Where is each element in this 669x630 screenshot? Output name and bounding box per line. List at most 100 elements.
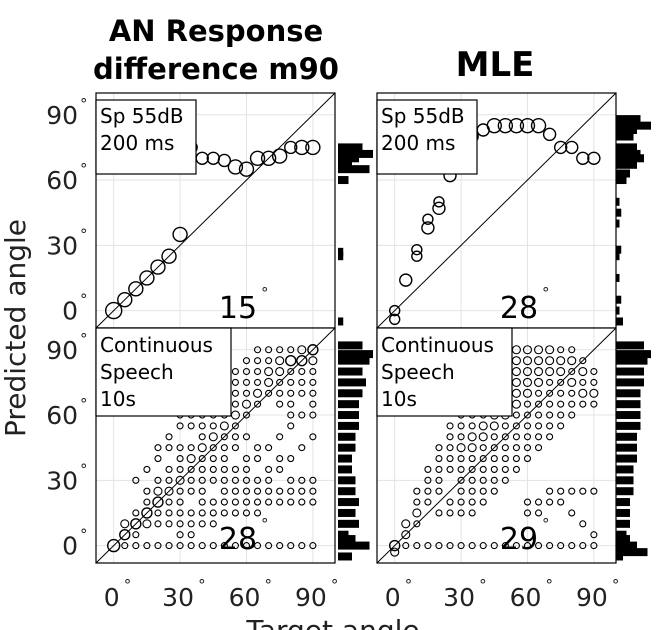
data-point <box>198 520 206 528</box>
data-point <box>568 400 576 408</box>
data-point <box>522 366 533 377</box>
data-point <box>152 496 164 508</box>
data-point <box>187 520 195 528</box>
histogram-bar <box>616 295 622 304</box>
data-point <box>411 243 423 256</box>
data-point <box>198 465 206 473</box>
data-point <box>486 117 502 134</box>
x-tick-label: 0 ° <box>385 576 412 612</box>
data-point <box>457 509 465 517</box>
data-point <box>219 421 229 431</box>
data-point <box>294 139 310 156</box>
data-point <box>534 400 543 408</box>
data-point <box>253 455 262 463</box>
data-point <box>276 542 284 550</box>
data-point <box>309 542 317 550</box>
x-tick-value: 0 <box>104 583 120 612</box>
condition-label: Sp 55dB 200 ms <box>381 104 465 155</box>
data-point <box>497 117 514 134</box>
data-point <box>209 465 217 473</box>
data-point <box>242 476 251 484</box>
data-point <box>523 444 532 452</box>
data-point <box>468 476 476 484</box>
degree-mark: ° <box>545 576 553 594</box>
x-tick-label: 30 ° <box>443 576 486 612</box>
data-point <box>242 487 251 495</box>
data-point <box>298 487 306 495</box>
data-point <box>198 433 206 441</box>
data-point <box>276 487 284 495</box>
data-point <box>242 455 251 463</box>
data-point <box>265 346 273 354</box>
data-point <box>165 433 173 441</box>
x-axis-label: Target angle <box>245 614 419 630</box>
histogram-bar <box>616 252 620 261</box>
condition-line: 10s <box>381 387 417 411</box>
data-point <box>479 444 487 452</box>
histogram-bar <box>338 421 359 430</box>
degree-mark: ° <box>80 95 88 113</box>
data-point <box>522 345 533 355</box>
data-point <box>253 476 262 484</box>
data-point <box>556 356 566 366</box>
data-point <box>107 538 121 553</box>
data-point <box>457 476 465 484</box>
histogram-bar <box>616 208 622 217</box>
degree-mark: ° <box>612 576 620 594</box>
data-point <box>308 356 318 366</box>
histogram-bar <box>338 158 352 167</box>
data-point <box>435 487 443 495</box>
scatter-panel: Continuous Speech 10s 28 ° <box>95 327 336 564</box>
histogram-bar <box>616 149 641 158</box>
histogram-bar <box>616 421 641 430</box>
data-point <box>260 150 277 166</box>
data-point <box>287 400 295 408</box>
condition-box-frame <box>376 99 478 175</box>
data-point <box>198 542 206 550</box>
data-point <box>579 378 587 386</box>
data-point <box>154 444 162 452</box>
histogram <box>338 341 373 561</box>
data-point <box>501 433 509 441</box>
data-point <box>287 487 295 495</box>
data-point <box>154 542 162 550</box>
data-point <box>567 377 577 387</box>
data-point <box>589 388 599 398</box>
data-point <box>242 378 251 386</box>
data-point <box>534 433 543 441</box>
data-point <box>309 487 317 495</box>
y-tick-value: 0 <box>62 532 78 561</box>
data-point <box>132 476 140 484</box>
error-label: 28 ° <box>219 515 269 557</box>
data-point <box>309 389 317 397</box>
data-point <box>143 498 151 506</box>
data-point <box>265 487 273 495</box>
degree-mark: ° <box>331 576 339 594</box>
data-point <box>546 422 554 430</box>
data-point <box>421 221 435 235</box>
y-tick-label: 0 ° <box>62 291 87 326</box>
histogram-bar <box>616 125 637 134</box>
data-point <box>176 455 184 463</box>
data-point <box>298 367 306 376</box>
data-point <box>297 345 307 355</box>
histogram-bar <box>616 535 630 544</box>
degree-mark: ° <box>198 576 206 594</box>
data-point <box>446 542 454 550</box>
data-point <box>253 487 262 495</box>
data-point <box>275 356 285 366</box>
data-point <box>264 366 274 377</box>
data-point <box>241 399 252 409</box>
condition-box: Continuous Speech 10s <box>95 327 232 417</box>
data-point <box>468 465 476 473</box>
data-point <box>457 542 465 550</box>
data-point <box>413 520 421 528</box>
data-point <box>501 476 509 484</box>
data-point <box>457 487 465 495</box>
data-point <box>307 344 319 356</box>
data-point <box>435 542 443 550</box>
data-point <box>389 539 401 552</box>
error-label: 15 ° <box>219 284 269 326</box>
data-point <box>446 509 454 517</box>
